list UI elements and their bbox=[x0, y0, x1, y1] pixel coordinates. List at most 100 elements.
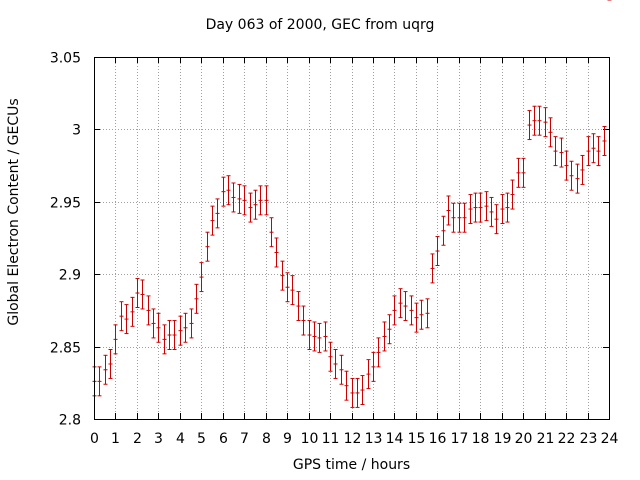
data-point bbox=[532, 105, 537, 136]
data-point bbox=[113, 324, 118, 355]
data-point bbox=[296, 291, 301, 322]
y-tick-label: 2.9 bbox=[59, 268, 81, 284]
data-point bbox=[140, 279, 145, 310]
x-axis-label: GPS time / hours bbox=[292, 457, 411, 473]
data-point bbox=[205, 231, 210, 262]
data-point bbox=[591, 133, 596, 164]
data-point bbox=[414, 302, 419, 333]
data-point bbox=[586, 136, 591, 167]
data-point bbox=[446, 195, 451, 226]
data-point bbox=[97, 366, 102, 397]
data-point bbox=[242, 185, 247, 216]
x-tick-label: 16 bbox=[429, 431, 447, 447]
y-tick-label: 2.95 bbox=[50, 196, 81, 212]
data-point bbox=[162, 324, 167, 355]
data-point bbox=[478, 192, 483, 223]
data-point bbox=[183, 312, 188, 343]
data-point bbox=[580, 154, 585, 185]
x-tick-label: 22 bbox=[558, 431, 576, 447]
grid-lines bbox=[94, 57, 609, 419]
data-point bbox=[441, 215, 446, 246]
data-point bbox=[119, 301, 124, 332]
data-point bbox=[602, 126, 607, 156]
data-point bbox=[392, 295, 397, 326]
data-point bbox=[559, 137, 564, 168]
data-point bbox=[430, 253, 435, 284]
x-tick-label: 1 bbox=[111, 431, 120, 447]
x-tick-label: 12 bbox=[344, 431, 362, 447]
x-tick-label: 13 bbox=[365, 431, 383, 447]
data-point bbox=[575, 163, 580, 194]
data-point bbox=[317, 322, 322, 353]
data-point bbox=[505, 192, 510, 223]
x-tick-label: 0 bbox=[90, 431, 99, 447]
data-point bbox=[167, 320, 172, 350]
data-point bbox=[108, 348, 113, 379]
data-point bbox=[527, 110, 532, 141]
x-tick-label: 7 bbox=[240, 431, 249, 447]
x-tick-label: 23 bbox=[580, 431, 598, 447]
x-tick-label: 24 bbox=[601, 431, 619, 447]
data-point bbox=[382, 321, 387, 352]
data-point bbox=[387, 314, 392, 345]
x-tick-label: 20 bbox=[515, 431, 533, 447]
x-tick-label: 10 bbox=[301, 431, 319, 447]
data-point bbox=[151, 308, 156, 339]
data-point bbox=[350, 377, 355, 408]
chart-title: Day 063 of 2000, GEC from uqrg bbox=[205, 17, 435, 33]
data-point bbox=[457, 202, 462, 233]
data-point bbox=[323, 321, 328, 352]
data-point bbox=[462, 202, 467, 233]
data-point bbox=[210, 205, 215, 236]
x-tick-label: 8 bbox=[262, 431, 271, 447]
data-point bbox=[226, 175, 231, 206]
x-tick-label: 21 bbox=[537, 431, 555, 447]
y-tick-label: 2.85 bbox=[50, 341, 81, 357]
plot-frame bbox=[94, 57, 610, 420]
data-point bbox=[355, 377, 360, 408]
data-point bbox=[564, 150, 569, 181]
data-point bbox=[569, 160, 574, 191]
data-point bbox=[489, 196, 494, 227]
data-point bbox=[366, 359, 371, 390]
x-tick-label: 6 bbox=[219, 431, 228, 447]
data-point bbox=[215, 198, 220, 229]
data-point bbox=[290, 275, 295, 306]
data-point bbox=[103, 354, 108, 385]
data-point bbox=[194, 283, 199, 314]
data-point bbox=[307, 320, 312, 350]
data-point bbox=[264, 185, 269, 216]
x-tick-label: 18 bbox=[472, 431, 490, 447]
x-tick-label: 2 bbox=[133, 431, 142, 447]
data-point bbox=[178, 315, 183, 346]
data-point bbox=[248, 192, 253, 223]
data-point bbox=[237, 183, 242, 214]
data-point bbox=[199, 262, 204, 293]
data-point bbox=[130, 296, 135, 327]
data-point bbox=[124, 304, 129, 335]
x-tick-label: 3 bbox=[154, 431, 163, 447]
x-tick-label: 9 bbox=[283, 431, 292, 447]
x-tick-label: 17 bbox=[451, 431, 469, 447]
x-tick-label: 5 bbox=[197, 431, 206, 447]
data-point bbox=[543, 107, 548, 138]
data-point bbox=[328, 341, 333, 372]
data-point bbox=[451, 202, 456, 233]
data-point bbox=[156, 312, 161, 343]
data-point bbox=[253, 189, 258, 220]
x-tick-label: 19 bbox=[494, 431, 512, 447]
data-point bbox=[301, 305, 306, 336]
data-point bbox=[409, 295, 414, 326]
data-point bbox=[435, 236, 440, 267]
data-point bbox=[371, 351, 376, 382]
data-points bbox=[92, 0, 612, 408]
data-point bbox=[285, 272, 290, 303]
data-point bbox=[548, 117, 553, 148]
data-point bbox=[398, 288, 403, 319]
data-point bbox=[376, 337, 381, 368]
y-tick-label: 2.8 bbox=[59, 413, 81, 429]
data-point bbox=[221, 176, 226, 207]
tick-labels: 0 1 2 3 4 5 6 7 8 9 10 11 12 13 14 15 16 17 18 19 20 21 22 23 24… bbox=[50, 51, 619, 448]
data-point bbox=[537, 105, 542, 136]
